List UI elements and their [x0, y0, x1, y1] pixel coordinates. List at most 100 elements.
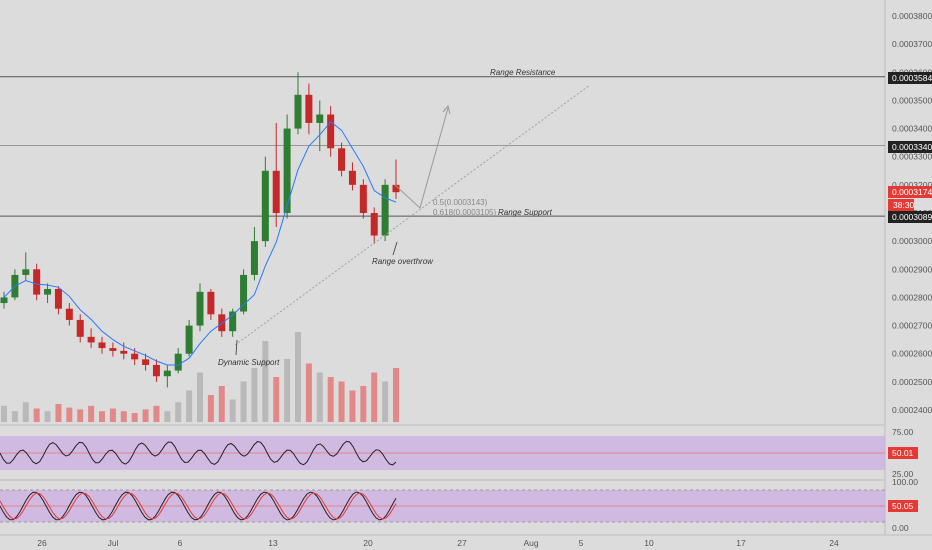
rsi-value-tag [888, 447, 918, 459]
price-tick-label: 0.0003800 [892, 11, 932, 21]
volume-bar [207, 395, 214, 422]
current-price-tag [888, 186, 932, 198]
annotation-range-support: Range Support [498, 208, 553, 217]
price-tick-label: 0.0002500 [892, 377, 932, 387]
annotation-dynamic-support: Dynamic Support [218, 358, 280, 367]
candle-body[interactable] [65, 308, 73, 320]
price-tick-label: 0.0003000 [892, 236, 932, 246]
volume-bar [262, 341, 269, 422]
date-tick-label: Jul [108, 538, 119, 548]
volume-bar [251, 368, 258, 422]
price-tick-label: 0.0002800 [892, 292, 932, 302]
candle-body[interactable] [381, 184, 389, 236]
date-tick-label: 26 [37, 538, 47, 548]
date-tick-label: 27 [457, 538, 467, 548]
horizontal-levels[interactable] [0, 76, 885, 217]
price-tick-label: 0.0003400 [892, 124, 932, 134]
candle-body[interactable] [185, 325, 193, 354]
volume-bar [120, 411, 127, 422]
candle-body[interactable] [348, 170, 356, 185]
candle-body[interactable] [272, 170, 280, 213]
candle-body[interactable] [33, 269, 41, 295]
candle-body[interactable] [152, 364, 160, 377]
volume-bar [197, 372, 203, 422]
candle-body[interactable] [22, 269, 30, 275]
date-tick-label: 5 [579, 538, 584, 548]
candle-body[interactable] [305, 94, 313, 123]
volume-bar [371, 372, 378, 422]
candle-body[interactable] [240, 274, 248, 312]
volume-bar [1, 405, 7, 422]
candle-body[interactable] [196, 291, 204, 326]
candle-body[interactable] [207, 291, 215, 315]
price-tick-label: 0.0002900 [892, 264, 932, 274]
price-tick-label: 0.0003500 [892, 95, 932, 105]
price-tick-label: 0.0002400 [892, 405, 932, 415]
annotation-range-resistance: Range Resistance [490, 68, 556, 77]
projection-arrowhead [442, 104, 451, 115]
candle-timer-label: 38:30 [893, 200, 915, 210]
date-tick-label: 10 [644, 538, 654, 548]
date-tick-label: 17 [736, 538, 746, 548]
volume-bar [316, 372, 323, 422]
candle-body[interactable] [109, 348, 117, 351]
projection-arrow[interactable] [394, 107, 449, 209]
mid-price-label: 0.0003340 [892, 142, 932, 152]
overthrow-pointer [392, 241, 398, 256]
candle-body[interactable] [174, 353, 182, 371]
date-tick-label: 20 [363, 538, 373, 548]
resistance-price-tag [888, 72, 932, 84]
candle-body[interactable] [338, 148, 346, 171]
candle-body[interactable] [392, 184, 400, 193]
candle-body[interactable] [294, 94, 302, 129]
date-tick-label: Aug [523, 538, 538, 548]
volume-bar [33, 408, 40, 422]
volume-bar [360, 386, 367, 422]
volume-bar [295, 332, 301, 422]
candle-body[interactable] [131, 353, 139, 360]
candle-body[interactable] [87, 336, 95, 343]
candle-body[interactable] [229, 311, 237, 332]
candle-body[interactable] [0, 297, 8, 304]
annotation-range-overthrow: Range overthrow [372, 257, 434, 266]
candle-body[interactable] [370, 213, 378, 236]
volume-bar [66, 407, 73, 422]
candle-body[interactable] [327, 114, 335, 149]
volume-bar [131, 413, 138, 422]
support-price-tag [888, 211, 932, 223]
candle-body[interactable] [316, 114, 324, 123]
candle-body[interactable] [142, 359, 150, 365]
dynamic-support-trendline[interactable] [234, 84, 591, 346]
price-tick-label: 0.0002700 [892, 321, 932, 331]
candle-body[interactable] [261, 170, 269, 242]
date-tick-label: 6 [178, 538, 183, 548]
candles[interactable] [0, 72, 400, 388]
candle-body[interactable] [163, 370, 171, 377]
resistance-price-label: 0.0003584 [892, 73, 932, 83]
candle-body[interactable] [250, 241, 258, 275]
rsi-level-25: 25.00 [892, 469, 914, 479]
volume-bar [44, 411, 51, 422]
candle-body[interactable] [98, 342, 106, 349]
volume-bar [88, 405, 95, 422]
candle-body[interactable] [44, 288, 52, 295]
mid-price-tag [888, 141, 932, 153]
volume-bar [229, 399, 236, 422]
volume-bar [11, 411, 18, 422]
candle-body[interactable] [359, 184, 367, 213]
candle-body[interactable] [283, 128, 291, 213]
volume-bar [382, 381, 389, 422]
candle-body[interactable] [76, 319, 84, 337]
volume-bar [55, 404, 62, 422]
dynamic-support-pointer [235, 339, 238, 356]
volume-bar [186, 390, 193, 422]
main-pane[interactable] [0, 0, 885, 425]
candle-body[interactable] [120, 350, 128, 354]
rsi-level-75: 75.00 [892, 427, 914, 437]
volume-bar [349, 390, 356, 422]
candle-body[interactable] [54, 288, 62, 309]
date-tick-label: 24 [829, 538, 839, 548]
moving-average-line [3, 121, 397, 366]
fib-label-0.618: 0.618(0.0003105) [433, 208, 497, 217]
